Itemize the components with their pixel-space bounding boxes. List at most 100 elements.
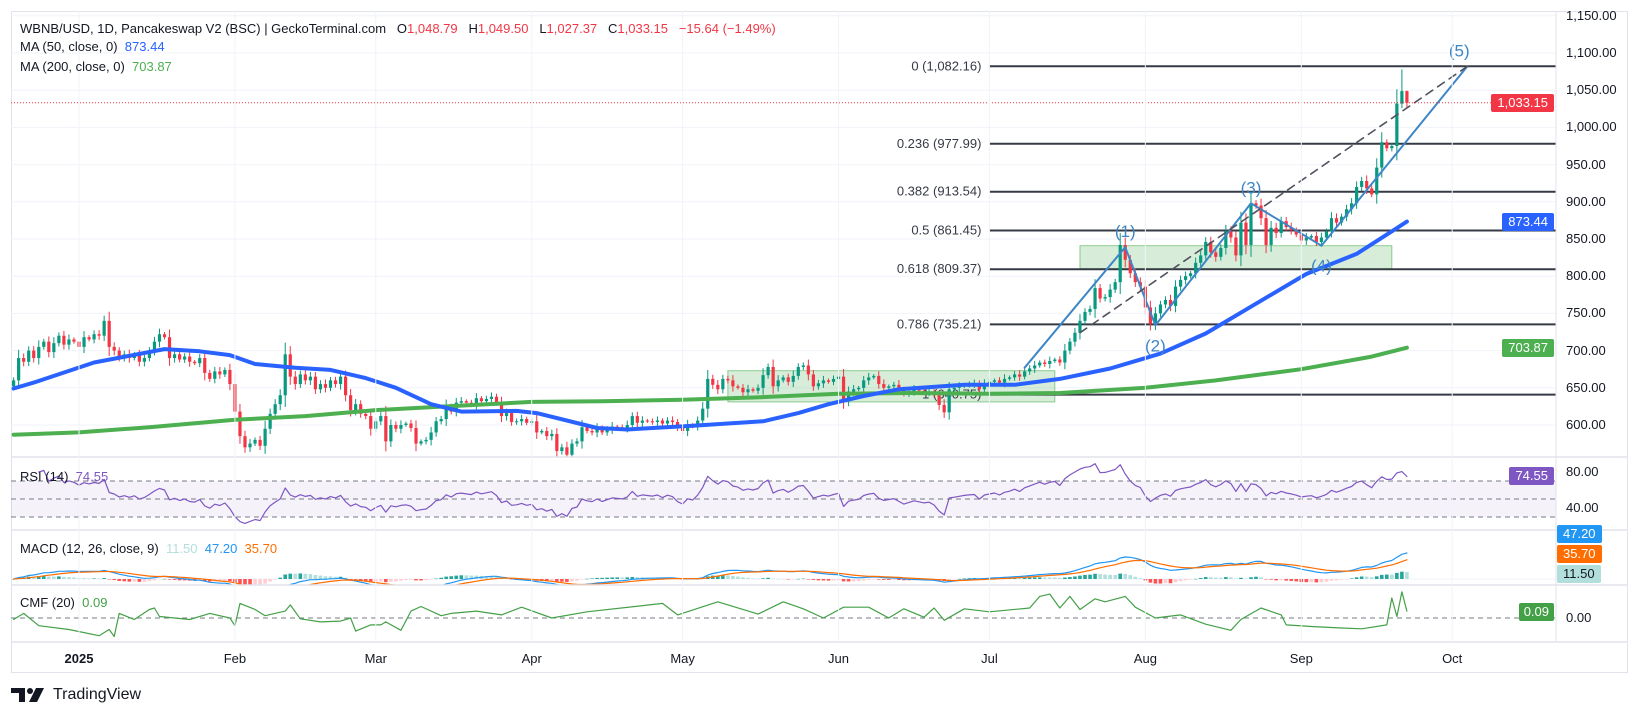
candle-body — [630, 416, 634, 425]
rsi-legend[interactable]: RSI (14) 74.55 — [20, 469, 108, 485]
candle — [575, 438, 579, 447]
candle — [635, 411, 639, 428]
price-axis-label: 750.00 — [1566, 305, 1606, 321]
macd-histogram-bar — [358, 579, 363, 581]
candle-body — [404, 423, 408, 425]
macd-legend[interactable]: MACD (12, 26, close, 9) 11.50 47.20 35.7… — [20, 541, 277, 557]
candle-body — [1012, 374, 1017, 378]
symbol-legend[interactable]: WBNB/USD, 1D, Pancakeswap V2 (BSC) | Gec… — [20, 21, 776, 37]
macd-histogram-bar — [444, 576, 448, 579]
candle-body — [635, 416, 639, 423]
candle-body — [862, 380, 866, 388]
macd-histogram-bar — [57, 576, 61, 579]
candle-body — [897, 384, 901, 390]
candle-body — [887, 386, 891, 388]
candle-body — [57, 335, 61, 344]
candle-body — [1113, 282, 1117, 290]
macd-histogram-bar — [1158, 579, 1163, 584]
candle-body — [183, 356, 187, 360]
candle-body — [384, 416, 388, 442]
candle — [208, 369, 212, 382]
candle — [444, 399, 448, 426]
candle — [1349, 198, 1354, 215]
candle — [303, 370, 307, 385]
candle — [404, 421, 408, 427]
time-axis-label: Jun — [828, 651, 849, 666]
candle-body — [801, 365, 805, 367]
candle — [333, 376, 338, 388]
macd-histogram-bar — [363, 579, 368, 582]
candle-body — [238, 411, 242, 437]
macd-histogram-bar — [459, 575, 464, 579]
cmf-legend[interactable]: CMF (20) 0.09 — [20, 595, 107, 611]
macd-histogram-bar — [1364, 576, 1369, 579]
candle — [1334, 213, 1339, 228]
candle-body — [1279, 221, 1283, 234]
price-axis-label: 1,050.00 — [1566, 82, 1617, 98]
macd-histogram-bar — [333, 576, 338, 579]
macd-histogram-bar — [1274, 579, 1278, 581]
candle-body — [1168, 300, 1173, 306]
candle — [1269, 220, 1273, 252]
candle-body — [761, 375, 765, 388]
candle-body — [1163, 300, 1168, 305]
candle — [942, 399, 946, 418]
candle-body — [1063, 350, 1067, 363]
cmf-pane — [11, 591, 1556, 638]
macd-histogram-bar — [892, 579, 896, 580]
candle-body — [379, 416, 383, 422]
last-price-tag: 1,033.15 — [1491, 93, 1554, 112]
tradingview-logo[interactable]: TradingView — [11, 686, 141, 704]
macd-histogram-bar — [1153, 579, 1158, 584]
macd-histogram-bar — [258, 579, 262, 585]
candle — [399, 420, 403, 434]
candle — [384, 406, 388, 452]
candle — [248, 438, 252, 452]
macd-histogram-bar — [1053, 577, 1057, 579]
candle — [645, 418, 649, 423]
candle-body — [570, 443, 574, 455]
macd-histogram-bar — [1213, 577, 1218, 579]
macd-histogram-bar — [1118, 573, 1123, 579]
macd-histogram-bar — [248, 579, 252, 585]
candle-body — [721, 378, 725, 390]
candle-body — [409, 423, 413, 428]
ma50-price-tag: 873.44 — [1502, 212, 1554, 231]
candle-body — [152, 341, 157, 351]
candle-body — [806, 365, 810, 375]
macd-histogram-bar — [157, 579, 162, 580]
macd-histogram-bar — [575, 579, 579, 581]
candle-body — [364, 413, 368, 417]
candle-body — [786, 377, 790, 382]
candle-body — [479, 398, 483, 402]
macd-histogram-bar — [1063, 577, 1067, 579]
time-axis-label: Apr — [521, 651, 542, 666]
macd-histogram-bar — [288, 573, 293, 579]
candle-body — [756, 387, 760, 391]
candle — [721, 374, 725, 394]
high-label: H — [468, 21, 478, 36]
candle-body — [1214, 252, 1218, 257]
fib-level-label: 0.236 (977.99) — [897, 136, 982, 151]
candle-body — [444, 406, 448, 420]
macd-histogram-bar — [253, 579, 257, 585]
candle — [424, 436, 428, 445]
candle — [27, 346, 31, 367]
candle-body — [1194, 262, 1198, 274]
macd-histogram-bar — [1098, 574, 1102, 579]
candle-body — [867, 377, 871, 381]
macd-histogram-bar — [107, 579, 111, 580]
candle-body — [1189, 273, 1193, 277]
macd-histogram-bar — [1133, 576, 1138, 579]
candle-body — [1058, 359, 1062, 363]
macd-histogram-bar — [1379, 574, 1384, 579]
candle — [1360, 176, 1364, 192]
macd-histogram-bar — [323, 576, 328, 579]
ma200-legend[interactable]: MA (200, close, 0) 703.87 — [20, 59, 172, 75]
candle — [515, 418, 519, 425]
ma50-legend[interactable]: MA (50, close, 0) 873.44 — [20, 39, 165, 55]
macd-histogram-bar — [1178, 579, 1183, 582]
candle-body — [228, 369, 232, 385]
candle — [107, 311, 111, 356]
